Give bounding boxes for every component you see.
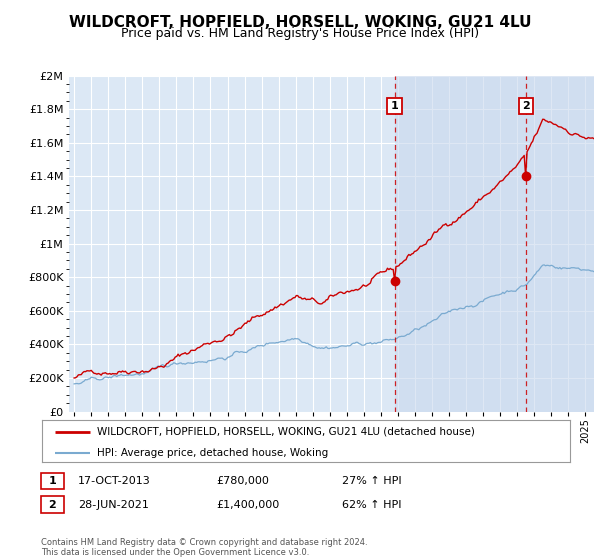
Text: 2: 2 (522, 101, 530, 111)
Text: HPI: Average price, detached house, Woking: HPI: Average price, detached house, Woki… (97, 448, 329, 458)
Text: 1: 1 (391, 101, 398, 111)
Text: WILDCROFT, HOPFIELD, HORSELL, WOKING, GU21 4LU: WILDCROFT, HOPFIELD, HORSELL, WOKING, GU… (69, 15, 531, 30)
Text: 62% ↑ HPI: 62% ↑ HPI (342, 500, 401, 510)
Text: 17-OCT-2013: 17-OCT-2013 (78, 476, 151, 486)
Text: 2: 2 (49, 500, 56, 510)
Text: Contains HM Land Registry data © Crown copyright and database right 2024.
This d: Contains HM Land Registry data © Crown c… (41, 538, 367, 557)
Text: 27% ↑ HPI: 27% ↑ HPI (342, 476, 401, 486)
Text: 28-JUN-2021: 28-JUN-2021 (78, 500, 149, 510)
Text: WILDCROFT, HOPFIELD, HORSELL, WOKING, GU21 4LU (detached house): WILDCROFT, HOPFIELD, HORSELL, WOKING, GU… (97, 427, 475, 437)
Text: £1,400,000: £1,400,000 (216, 500, 279, 510)
Text: £780,000: £780,000 (216, 476, 269, 486)
Text: Price paid vs. HM Land Registry's House Price Index (HPI): Price paid vs. HM Land Registry's House … (121, 27, 479, 40)
Text: 1: 1 (49, 476, 56, 486)
Bar (395, 76, 594, 412)
